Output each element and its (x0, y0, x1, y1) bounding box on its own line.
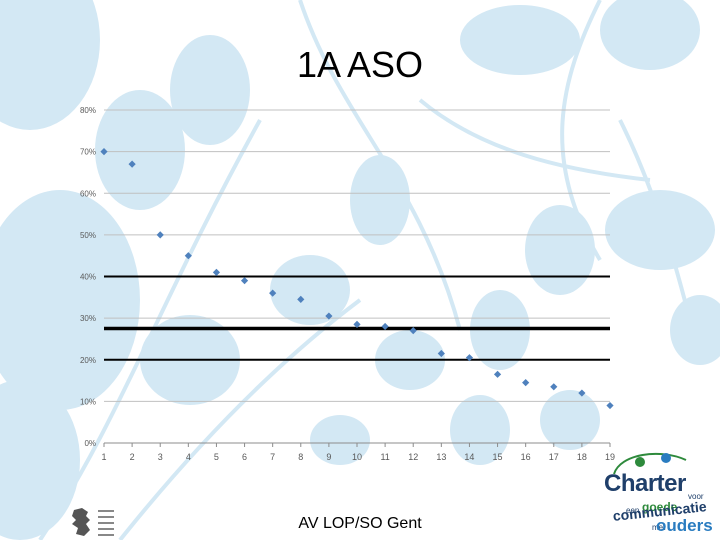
charter-logo-ouders: ouders (656, 516, 713, 535)
data-point-14 (465, 354, 474, 362)
chart-gridlines (103, 109, 611, 447)
x-tick-label-2: 3 (158, 452, 163, 462)
data-points (100, 148, 614, 410)
x-tick-label-5: 6 (242, 452, 247, 462)
x-tick-label-9: 10 (352, 452, 362, 462)
data-point-16 (522, 379, 530, 387)
data-point-11 (381, 322, 389, 331)
y-tick-label-8: 80% (80, 106, 96, 115)
x-tick-label-16: 17 (549, 452, 559, 462)
x-tick-label-13: 14 (464, 452, 474, 462)
y-tick-label-7: 70% (80, 148, 96, 157)
footer-text: AV LOP/SO Gent (298, 515, 422, 532)
x-tick-label-14: 15 (493, 452, 503, 462)
x-tick-label-12: 13 (436, 452, 446, 462)
x-tick-label-15: 16 (521, 452, 531, 462)
charter-logo-main-word: Charter (604, 470, 686, 497)
data-point-2 (128, 160, 136, 168)
charter-logo: Charter voor een goede communicatie met … (600, 446, 720, 540)
x-tick-label-1: 2 (130, 452, 135, 462)
data-point-3 (156, 231, 164, 239)
y-tick-label-5: 50% (80, 231, 96, 240)
y-tick-label-1: 10% (80, 397, 96, 406)
x-tick-label-10: 11 (380, 452, 389, 462)
x-axis-tick-labels: 1 2 3 4 5 6 7 8 9 10 11 12 13 14 15 16 17 18 19 (101, 452, 615, 462)
charter-logo-met: met (652, 523, 666, 532)
data-point-6 (240, 277, 249, 285)
flemish-government-lion-icon (72, 508, 114, 536)
slide-title: 1A ASO (296, 44, 424, 85)
y-axis-tick-labels: 0% 10% 20% 30% 40% 50% 60% 70% 80% (80, 106, 96, 448)
data-point-4 (184, 252, 192, 260)
data-point-8 (297, 295, 305, 303)
charter-logo-goede: goede (642, 500, 678, 514)
data-point-17 (550, 383, 558, 391)
y-tick-label-0: 0% (84, 439, 96, 448)
data-point-15 (493, 370, 502, 378)
data-point-18 (578, 389, 586, 397)
x-tick-label-6: 7 (270, 452, 275, 462)
data-point-7 (269, 289, 277, 297)
x-tick-label-4: 5 (214, 452, 219, 462)
charter-logo-voor: voor (688, 492, 704, 501)
y-tick-label-4: 40% (80, 273, 96, 282)
charter-logo-een: een (626, 506, 640, 515)
x-tick-label-11: 12 (408, 452, 418, 462)
data-point-13 (437, 349, 445, 358)
x-tick-label-7: 8 (298, 452, 303, 462)
x-tick-label-8: 9 (326, 452, 331, 462)
y-tick-label-6: 60% (80, 189, 96, 198)
x-tick-label-17: 18 (577, 452, 587, 462)
charter-logo-art (613, 452, 687, 475)
data-point-1 (100, 148, 108, 156)
x-tick-label-3: 4 (186, 452, 191, 462)
data-point-5 (212, 268, 221, 276)
y-tick-label-2: 20% (80, 356, 96, 365)
data-point-12 (409, 327, 417, 335)
x-tick-label-0: 1 (101, 452, 106, 462)
data-point-10 (353, 320, 361, 328)
data-point-19 (606, 401, 614, 410)
y-tick-label-3: 30% (80, 314, 96, 323)
reference-lines (104, 275, 610, 361)
data-point-9 (325, 312, 333, 320)
x-tick-label-18: 19 (605, 452, 615, 462)
